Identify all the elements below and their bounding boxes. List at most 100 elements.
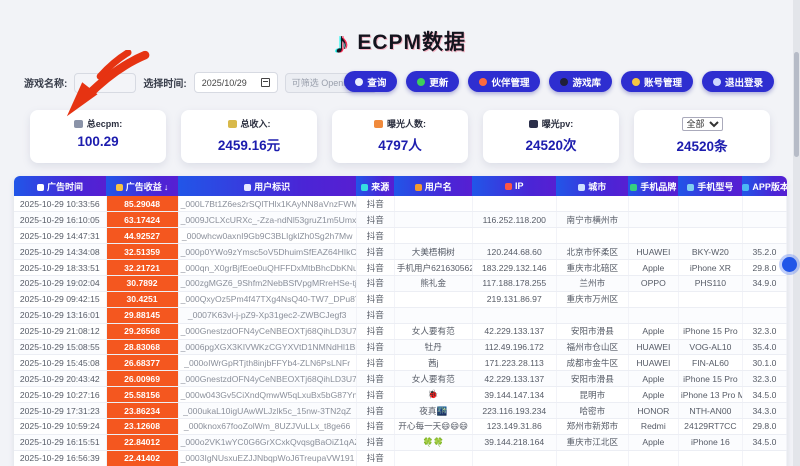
column-header-clock[interactable]: 广告时间 [14,176,107,196]
cell-source: 抖音 [356,402,395,419]
table-row[interactable]: 2025-10-29 16:10:05 63.17424 _0009JCLXcURX… [14,211,787,229]
model-icon [687,183,695,191]
table-row[interactable]: 2025-10-29 10:27:16 25.58156 _000w043Gv5Ci… [14,386,787,404]
cell-money: 29.26568 [106,323,179,340]
stat-value: 24520条 [676,139,728,154]
cell-money: 32.21721 [106,259,179,276]
cell-ip [472,196,557,213]
table-row[interactable]: 2025-10-29 16:56:39 22.41402 _0003IgNUsxuE… [14,450,787,466]
column-header-city[interactable]: 城市 [556,176,629,196]
cell-version: 32.3.0 [742,370,787,388]
column-header-model[interactable]: 手机型号 [678,176,743,196]
column-header-brand[interactable]: 手机品牌 [628,176,679,196]
table-row[interactable]: 2025-10-29 13:16:01 29.88145 _0007K63vl-j-… [14,307,787,324]
cell-user: 🍀🍀 [394,434,473,451]
cell-version: 35.2.0 [742,243,787,261]
column-header-source[interactable]: 来源 [356,176,395,196]
table-row[interactable]: 2025-10-29 15:45:08 26.68377 _000oIWrGpRTj… [14,354,787,372]
record-filter-select[interactable]: 全部 [681,117,723,131]
column-label: 广告时间 [47,181,84,192]
cell-source: 抖音 [356,386,395,404]
calendar-icon [260,78,270,87]
column-header-version[interactable]: APP版本 [742,176,787,196]
cell-version: 35.4.0 [742,339,787,356]
stat-value: 100.29 [77,134,119,149]
table-row[interactable]: 2025-10-29 21:08:12 29.26568 _000GnestzdOF… [14,323,787,340]
column-label: 用户标识 [254,181,291,192]
column-header-ip[interactable]: IP [472,176,557,196]
cell-version [742,211,787,229]
table-row[interactable]: 2025-10-29 14:34:08 32.51359 _000p0YWo9zYm… [14,243,787,261]
cell-user: 手机用户62163056240 [394,259,473,276]
cell-city: 郑州市新郑市 [556,418,629,435]
scroll-anchor-button[interactable] [782,257,797,272]
column-header-id[interactable]: 用户标识 [178,176,357,196]
table-row[interactable]: 2025-10-29 17:31:23 23.86234 _000ukaL10igU… [14,402,787,419]
table-body: 2025-10-29 10:33:56 85.29048 _000L7Bt1Z6es… [14,196,787,466]
query-button[interactable]: 查询 [344,71,398,92]
cell-clock: 2025-10-29 14:34:08 [14,243,107,261]
table-row[interactable]: 2025-10-29 14:47:31 44.92527 _000whcw0axnI… [14,227,787,245]
button-label: 退出登录 [724,77,763,89]
update-button[interactable]: 更新 [406,71,460,92]
cell-user: 🐞 [394,386,473,404]
cell-id: _0007K63vl-j-pZ9-Xp31gec2-ZWBCJegf3 [178,307,357,324]
cell-money: 25.58156 [106,386,179,404]
column-label: IP [515,181,524,191]
account-management-button[interactable]: 账号管理 [620,71,693,92]
date-picker[interactable]: 2025/10/29 [193,72,278,93]
cell-source: 抖音 [356,227,395,245]
cell-model: VOG-AL10 [678,339,743,356]
cell-brand [628,196,679,213]
cell-clock: 2025-10-29 10:27:16 [14,386,107,404]
table-row[interactable]: 2025-10-29 16:15:51 22.84012 _000o2VK1wYC0… [14,434,787,451]
column-header-money[interactable]: 广告收益 ↓ [106,176,179,196]
cell-source: 抖音 [356,354,395,372]
cell-city: 北京市怀柔区 [556,243,629,261]
cell-ip: 171.223.28.113 [472,354,557,372]
cell-id: _000whcw0axnI9Gb9C3BLIgklZh0Sg2h7Mw [178,227,357,245]
cell-clock: 2025-10-29 13:16:01 [14,307,107,324]
cell-user: 大美梧桐树 [394,243,473,261]
cell-user: 夜真🌃 [394,402,473,419]
table-row[interactable]: 2025-10-29 10:59:24 23.12608 _000knox67foo… [14,418,787,435]
page-scrollbar[interactable] [793,0,800,466]
cell-version: 34.5.0 [742,386,787,404]
cell-user: 熊礼金 [394,275,473,292]
column-label: 用户名 [424,181,452,192]
game-name-input[interactable] [74,72,137,93]
cell-model: NTH-AN00 [678,402,743,419]
column-header-user[interactable]: 用户名 [394,176,473,196]
cell-id: _000p0YWo9zYmsc5oV5DhuimSfEAZ64HIkC [178,243,357,261]
scrollbar-thumb[interactable] [794,52,799,157]
cell-brand: Apple [628,386,679,404]
cell-ip: 219.131.86.97 [472,291,557,308]
cell-model [678,307,743,324]
table-row[interactable]: 2025-10-29 10:33:56 85.29048 _000L7Bt1Z6es… [14,196,787,213]
cell-model [678,211,743,229]
partner-management-button[interactable]: 伙伴管理 [468,71,541,92]
table-row[interactable]: 2025-10-29 20:43:42 26.00969 _000GnestzdOF… [14,370,787,388]
cell-brand: HUAWEI [628,243,679,261]
cell-brand: Redmi [628,418,679,435]
cell-model: iPhone 15 Pro [678,370,743,388]
time-label: 选择时间: [143,79,187,90]
cell-user [394,196,473,213]
table-row[interactable]: 2025-10-29 15:08:55 28.83068 _0006pgXGX3KI… [14,339,787,356]
cell-source: 抖音 [356,275,395,292]
game-library-button[interactable]: 游戏库 [549,71,612,92]
cell-model: PHS110 [678,275,743,292]
logout-button[interactable]: 退出登录 [701,71,774,92]
column-label: 手机型号 [697,181,734,192]
cell-ip: 120.244.68.60 [472,243,557,261]
cell-model: iPhone 13 Pro Max [678,386,743,404]
table-row[interactable]: 2025-10-29 18:33:51 32.21721 _000qn_X0grBj… [14,259,787,276]
table-row[interactable]: 2025-10-29 09:42:15 30.4251 _000QxyOz5Pm4f… [14,291,787,308]
cell-model [678,227,743,245]
table-row[interactable]: 2025-10-29 19:02:04 30.7892 _000zgMGZ6_9Sh… [14,275,787,292]
cell-city [556,450,629,466]
column-label: 来源 [371,181,390,192]
cell-ip: 223.116.193.234 [472,402,557,419]
sort-desc-indicator[interactable]: ↓ [163,181,169,192]
